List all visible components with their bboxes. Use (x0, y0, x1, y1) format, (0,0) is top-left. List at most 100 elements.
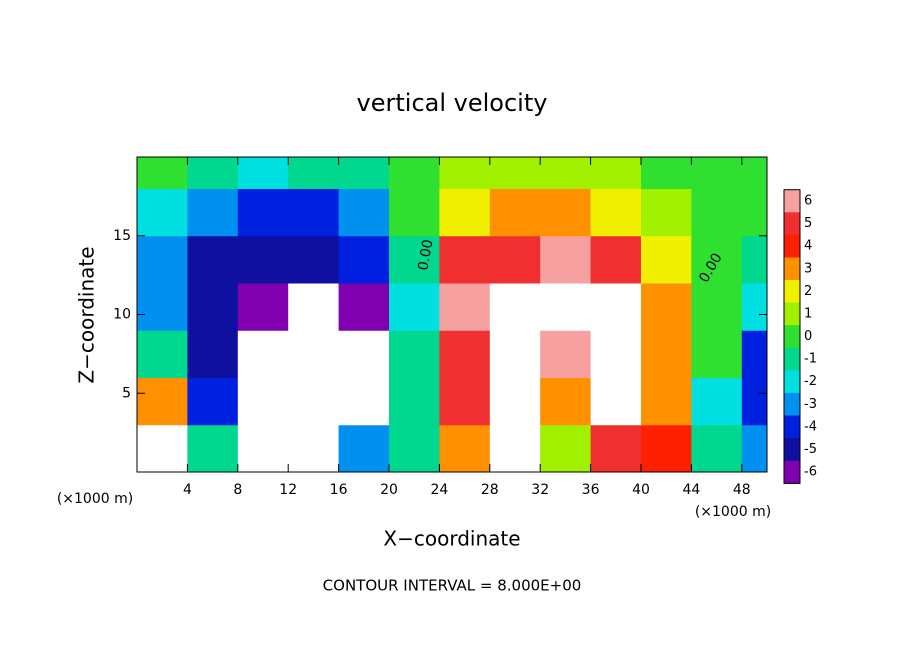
heatmap-cell (137, 424, 188, 472)
y-tick-label: 15 (113, 228, 131, 244)
heatmap-cell (288, 283, 340, 331)
colorbar-swatch (784, 370, 800, 394)
heatmap-cell (641, 330, 692, 378)
colorbar-label: 4 (804, 239, 812, 254)
x-axis-label: X−coordinate (383, 527, 520, 551)
footer-note: CONTOUR INTERVAL = 8.000E+00 (323, 577, 582, 595)
colorbar-label: 5 (804, 216, 812, 231)
heatmap-cell (137, 188, 188, 237)
heatmap-cell (439, 377, 491, 426)
heatmap-cell (439, 235, 491, 284)
heatmap-cell (439, 157, 491, 189)
heatmap-cell (540, 330, 592, 378)
y-tick-label: 10 (113, 307, 131, 323)
colorbar-swatch (784, 347, 800, 371)
colorbar-label: -1 (804, 352, 817, 367)
heatmap-cell (590, 283, 642, 331)
heatmap-cell (237, 188, 289, 237)
x-tick-label: 28 (481, 482, 499, 498)
heatmap-cell (338, 235, 390, 284)
heatmap-cell (641, 188, 692, 237)
heatmap-cell (137, 283, 188, 331)
contour-label: 0.00 (415, 238, 436, 271)
heatmap-cell (741, 377, 767, 426)
colorbar-label: 6 (804, 194, 812, 209)
heatmap-cell (288, 188, 340, 237)
heatmap (137, 157, 767, 472)
heatmap-cell (338, 283, 390, 331)
heatmap-cell (641, 424, 692, 472)
heatmap-cell (187, 157, 239, 189)
heatmap-cell (389, 188, 440, 237)
heatmap-cell (288, 235, 340, 284)
heatmap-cell (590, 157, 642, 189)
heatmap-cell (338, 157, 390, 189)
heatmap-cell (540, 424, 592, 472)
heatmap-cell (691, 424, 743, 472)
heatmap-cell (288, 157, 340, 189)
x-tick-label: 48 (733, 482, 751, 498)
x-tick-label: 16 (330, 482, 348, 498)
colorbar-label: -4 (804, 419, 817, 434)
x-tick-label: 40 (632, 482, 650, 498)
colorbar-swatch (784, 234, 800, 258)
colorbar-label: -6 (804, 465, 817, 480)
heatmap-cell (137, 330, 188, 378)
x-tick-label: 36 (582, 482, 600, 498)
colorbar-frame (783, 189, 801, 484)
heatmap-cell (237, 330, 289, 378)
heatmap-cell (187, 188, 239, 237)
colorbar-swatch (784, 302, 800, 326)
heatmap-cell (741, 157, 767, 189)
colorbar-label: 3 (804, 261, 812, 276)
heatmap-cell (741, 330, 767, 378)
x-unit-label: (×1000 m) (695, 504, 771, 520)
heatmap-cell (338, 188, 390, 237)
colorbar-swatch (784, 189, 800, 213)
heatmap-cell (641, 377, 692, 426)
heatmap-cell (237, 377, 289, 426)
colorbar-label: -5 (804, 442, 817, 457)
heatmap-cell (187, 330, 239, 378)
heatmap-cell (489, 424, 541, 472)
heatmap-cell (741, 283, 767, 331)
x-tick-label: 32 (531, 482, 549, 498)
heatmap-cell (389, 424, 440, 472)
heatmap-cell (489, 283, 541, 331)
heatmap-cell (489, 330, 541, 378)
colorbar-label: 1 (804, 306, 812, 321)
heatmap-cell (641, 157, 692, 189)
heatmap-cell (691, 188, 743, 237)
colorbar-label: 0 (804, 329, 812, 344)
heatmap-cell (237, 283, 289, 331)
heatmap-cell (741, 235, 767, 284)
heatmap-cell (288, 330, 340, 378)
heatmap-cell (338, 330, 390, 378)
heatmap-cell (489, 235, 541, 284)
y-tick-label: 5 (122, 385, 131, 401)
colorbar-swatch (784, 415, 800, 439)
heatmap-cell (741, 188, 767, 237)
heatmap-cell (590, 235, 642, 284)
colorbar-swatch (784, 460, 800, 484)
colorbar-swatch (784, 438, 800, 462)
heatmap-cell (489, 157, 541, 189)
colorbar-swatch (784, 212, 800, 236)
heatmap-cell (540, 377, 592, 426)
colorbar-label: -3 (804, 397, 817, 412)
heatmap-cell (187, 235, 239, 284)
heatmap-cell (540, 235, 592, 284)
heatmap-cell (137, 235, 188, 284)
heatmap-cell (338, 424, 390, 472)
colorbar-label: 2 (804, 284, 812, 299)
heatmap-cell (288, 424, 340, 472)
heatmap-cell (187, 377, 239, 426)
heatmap-cell (741, 424, 767, 472)
heatmap-cell (540, 157, 592, 189)
heatmap-cell (691, 157, 743, 189)
heatmap-cell (590, 188, 642, 237)
heatmap-cell (187, 283, 239, 331)
x-tick-label: 20 (380, 482, 398, 498)
heatmap-cell (691, 235, 743, 284)
